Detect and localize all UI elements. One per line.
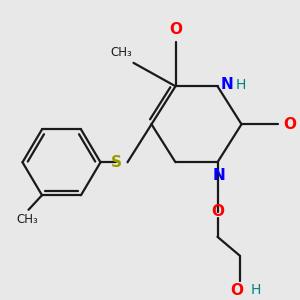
Text: H: H [236,78,247,92]
Text: CH₃: CH₃ [16,213,38,226]
Text: O: O [230,283,243,298]
Text: O: O [169,22,182,37]
Text: CH₃: CH₃ [110,46,132,59]
Text: H: H [250,283,261,297]
Text: O: O [283,117,296,132]
Text: S: S [111,155,122,170]
Text: N: N [213,167,225,182]
Text: O: O [211,205,224,220]
Text: N: N [221,77,234,92]
